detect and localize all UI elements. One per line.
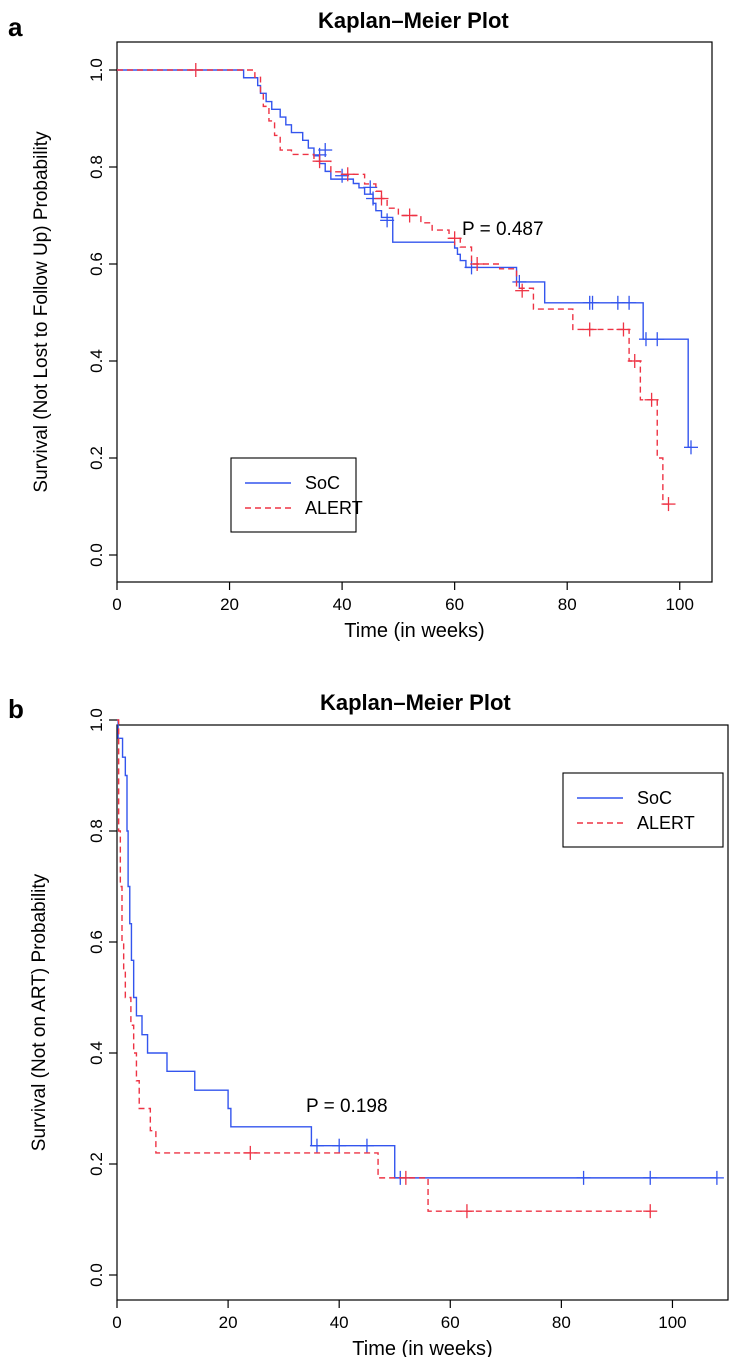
panel-letter-b: b <box>8 694 24 724</box>
censor-mark-alert <box>243 1145 258 1160</box>
censor-mark-alert <box>644 392 659 407</box>
x-tick-label: 20 <box>219 1313 238 1332</box>
y-tick-label: 1.0 <box>87 58 106 82</box>
chart-title-a: Kaplan–Meier Plot <box>318 8 509 33</box>
legend-box <box>230 457 357 533</box>
panel-letter-a: a <box>8 12 23 42</box>
censor-mark-soc <box>332 1138 347 1153</box>
x-tick-label: 0 <box>112 1313 121 1332</box>
km-plot-b: 0 20 40 60 80 100 0.0 0.2 0.4 0.6 0.8 1.0 Time (in w… <box>29 708 729 1357</box>
censor-mark-alert <box>402 208 417 223</box>
censor-mark-alert <box>643 1204 658 1219</box>
censor-mark-soc <box>576 1170 591 1185</box>
legend: SoC ALERT <box>230 457 363 533</box>
y-tick-label: 0.4 <box>87 1041 106 1065</box>
censor-mark-alert <box>398 1170 413 1185</box>
censor-mark-alert <box>470 257 485 271</box>
censor-mark-alert <box>616 322 631 337</box>
x-axis-label: Time (in weeks) <box>344 620 484 642</box>
x-tick-label: 60 <box>445 595 464 614</box>
censor-mark-soc <box>318 143 333 158</box>
chart-title-b: Kaplan–Meier Plot <box>320 690 511 715</box>
y-tick-label: 0.0 <box>87 1263 106 1287</box>
censor-mark-alert <box>582 322 597 337</box>
censor-mark-soc <box>359 1138 374 1153</box>
censor-mark-soc <box>363 180 378 195</box>
censor-mark-soc <box>464 260 479 275</box>
censor-mark-soc <box>684 440 698 455</box>
censor-mark-alert <box>340 167 355 182</box>
x-tick-label: 40 <box>330 1313 349 1332</box>
legend-box <box>562 772 724 848</box>
legend-label-alert: ALERT <box>637 813 695 833</box>
y-tick-label: 0.4 <box>87 349 106 373</box>
x-tick-label: 20 <box>220 595 239 614</box>
censor-mark-soc <box>309 1138 324 1153</box>
censor-mark-soc <box>709 1170 724 1185</box>
x-axis-label: Time (in weeks) <box>352 1338 492 1357</box>
x-tick-label: 40 <box>333 595 352 614</box>
censor-mark-soc <box>650 332 665 347</box>
y-tick-label: 1.0 <box>87 708 106 732</box>
y-tick-label: 0.8 <box>87 819 106 843</box>
x-tick-label: 100 <box>666 595 694 614</box>
censor-mark-alert <box>312 154 327 169</box>
legend-label-soc: SoC <box>305 473 340 493</box>
censor-mark-soc <box>380 213 395 228</box>
legend: SoC ALERT <box>562 772 724 848</box>
km-plot-a: 0 20 40 60 80 100 0.0 0.2 0.4 0.6 0.8 1.0 Time (in w… <box>31 41 713 642</box>
y-tick-label: 0.6 <box>87 252 106 276</box>
y-axis-label: Survival (Not on ART) Probability <box>29 873 50 1151</box>
censor-mark-soc <box>585 295 600 310</box>
x-tick-label: 80 <box>552 1313 571 1332</box>
censor-mark-soc <box>512 274 527 289</box>
x-tick-label: 80 <box>558 595 577 614</box>
series-line-alert <box>117 69 669 505</box>
x-tick-label: 60 <box>441 1313 460 1332</box>
y-tick-label: 0.8 <box>87 155 106 179</box>
series-line-alert <box>117 719 651 1212</box>
censor-mark-alert <box>661 497 676 512</box>
y-tick-label: 0.2 <box>87 446 106 470</box>
censor-mark-alert <box>459 1204 474 1219</box>
series-line-soc <box>117 719 717 1179</box>
censor-mark-alert <box>447 231 462 246</box>
y-axis-label: Survival (Not Lost to Follow Up) Probabi… <box>31 131 52 493</box>
censor-mark-soc <box>643 1170 658 1185</box>
censor-mark-alert <box>627 354 642 368</box>
y-tick-label: 0.6 <box>87 930 106 954</box>
legend-label-alert: ALERT <box>305 498 363 518</box>
series-line-soc <box>117 69 691 449</box>
censor-mark-soc <box>622 295 637 310</box>
y-tick-label: 0.2 <box>87 1152 106 1176</box>
plot-frame <box>116 41 713 583</box>
censor-mark-alert <box>188 63 203 77</box>
p-value-annotation: P = 0.198 <box>306 1096 388 1117</box>
censor-mark-alert <box>515 283 530 298</box>
censor-mark-alert <box>374 191 389 206</box>
legend-label-soc: SoC <box>637 788 672 808</box>
y-tick-label: 0.0 <box>87 543 106 567</box>
p-value-annotation: P = 0.487 <box>462 219 544 240</box>
x-tick-label: 0 <box>112 595 121 614</box>
panel-a: 0 20 40 60 80 100 0.0 0.2 0.4 0.6 0.8 1.0 Time (in w… <box>8 8 713 642</box>
x-tick-label: 100 <box>658 1313 686 1332</box>
plot-frame <box>116 724 729 1301</box>
panel-b: 0 20 40 60 80 100 0.0 0.2 0.4 0.6 0.8 1.0 Time (in w… <box>0 680 731 1357</box>
censor-mark-soc <box>335 168 350 183</box>
